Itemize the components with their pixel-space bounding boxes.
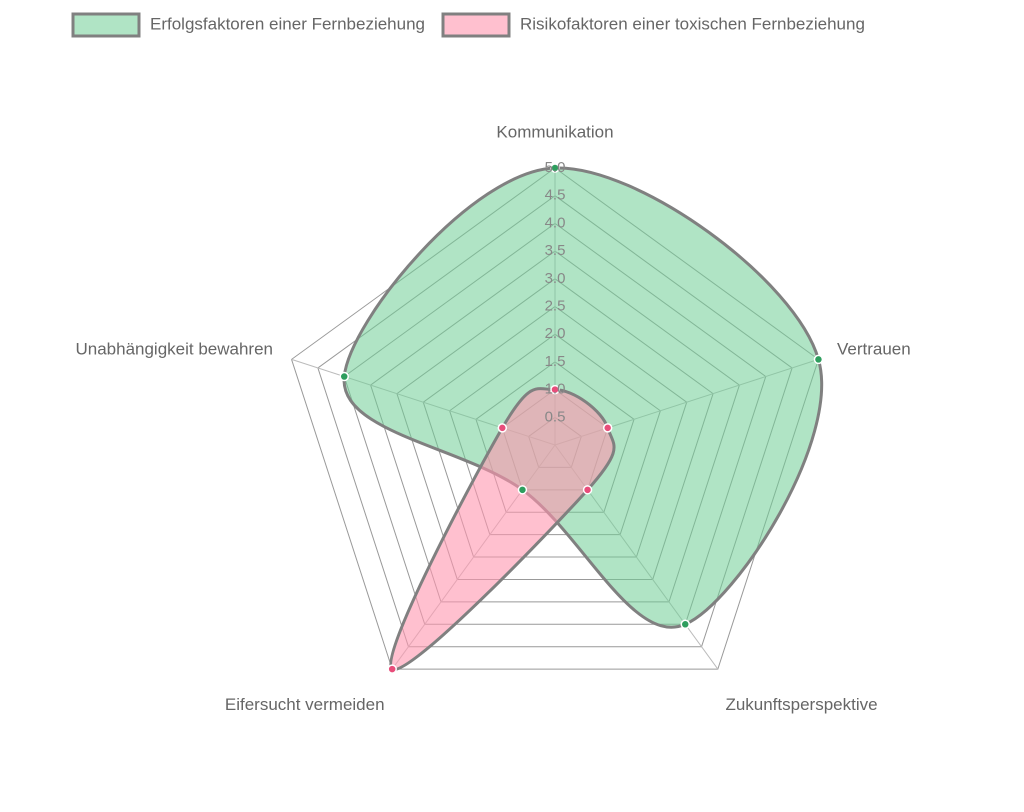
category-label: Kommunikation: [496, 122, 613, 141]
tick-label: 2.0: [545, 325, 566, 342]
data-point: [680, 619, 691, 630]
tick-label: 1.5: [545, 353, 566, 370]
data-point: [813, 354, 824, 365]
legend-swatch: [441, 12, 511, 38]
category-label: Zukunftsperspektive: [725, 695, 877, 714]
data-point: [387, 664, 397, 674]
data-point: [550, 384, 560, 395]
tick-label: 2.5: [545, 297, 566, 314]
data-point: [517, 485, 528, 495]
tick-label: 1.0: [545, 381, 566, 398]
category-label: Vertrauen: [837, 340, 911, 359]
data-point: [582, 485, 593, 495]
plot: [339, 163, 824, 674]
category-label: Eifersucht vermeiden: [225, 695, 385, 714]
tick-label: 4.5: [545, 187, 566, 204]
legend: Erfolgsfaktoren einer Fernbeziehung Risik…: [71, 12, 865, 38]
tick-label: 3.5: [545, 242, 566, 259]
tick-label: 4.0: [545, 214, 566, 231]
legend-swatch: [71, 12, 141, 38]
tick-label: 5.0: [545, 159, 566, 176]
series-area: [342, 166, 824, 629]
tick-label: 0.5: [545, 408, 566, 425]
data-point: [602, 423, 613, 433]
legend-label: Erfolgsfaktoren einer Fernbeziehung: [150, 14, 425, 33]
data-point: [497, 423, 508, 433]
data-point: [339, 371, 349, 382]
legend-label: Risikofaktoren einer toxischen Fernbezie…: [520, 14, 865, 33]
data-point: [550, 163, 560, 173]
tick-label: 3.0: [545, 270, 566, 287]
category-label: Unabhängigkeit bewahren: [75, 340, 273, 359]
